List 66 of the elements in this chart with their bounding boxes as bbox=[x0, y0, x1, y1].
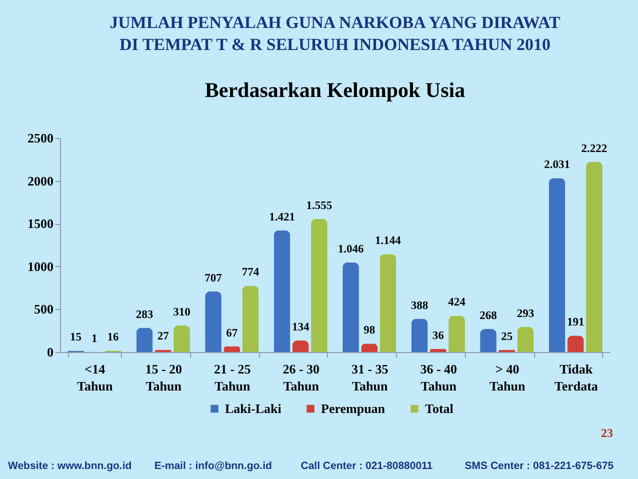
x-tick-label: 31 - 35 Tahun bbox=[351, 362, 389, 394]
text: E-mail : info@bnn.go.id bbox=[154, 460, 272, 472]
data-label: 2.222 bbox=[581, 142, 608, 155]
y-tick-label: 0 bbox=[47, 344, 54, 360]
data-label: 1.421 bbox=[269, 211, 296, 224]
chart-subtitle: Berdasarkan Kelompok Usia bbox=[204, 78, 466, 102]
bar bbox=[567, 336, 584, 352]
data-label: 1.144 bbox=[375, 235, 402, 248]
bar bbox=[274, 230, 290, 352]
y-tick-label: 1500 bbox=[28, 216, 54, 232]
bar bbox=[380, 254, 396, 352]
legend-label: Laki-Laki bbox=[225, 400, 282, 416]
bar bbox=[480, 329, 496, 352]
data-label: 67 bbox=[226, 327, 238, 340]
text: SMS Center : 081-221-675-675 bbox=[464, 460, 614, 472]
bar bbox=[586, 162, 602, 352]
data-label: 774 bbox=[242, 266, 260, 279]
bar bbox=[411, 318, 428, 352]
data-label: 293 bbox=[516, 308, 534, 320]
data-label: 1.555 bbox=[306, 200, 332, 212]
bar bbox=[292, 340, 309, 352]
x-tick-label: Tidak Terdata bbox=[554, 362, 598, 394]
data-label: 98 bbox=[364, 324, 376, 337]
data-label: 25 bbox=[501, 330, 513, 343]
data-label: 36 bbox=[432, 330, 444, 342]
bar bbox=[205, 291, 222, 352]
x-tick-label: > 40 Tahun bbox=[490, 362, 526, 394]
bar bbox=[174, 325, 190, 352]
chart-title: JUMLAH PENYALAH GUNA NARKOBA YANG DIRAWAT DI TEMPAT T & R SELURUH INDONESIA TAHUN 2010 bbox=[110, 13, 562, 54]
data-label: 283 bbox=[136, 308, 154, 321]
x-tick-label: 15 - 20 Tahun bbox=[145, 362, 182, 394]
legend-label: Perempuan bbox=[321, 400, 386, 416]
x-tick-label: 21 - 25 Tahun bbox=[214, 362, 252, 394]
bar bbox=[311, 218, 328, 352]
data-label: 16 bbox=[107, 332, 119, 344]
data-label: 15 bbox=[70, 332, 82, 344]
data-label: 310 bbox=[173, 306, 191, 318]
data-label: 1 bbox=[92, 332, 98, 345]
x-tick-label: 36 - 40 Tahun bbox=[420, 362, 458, 394]
bar bbox=[517, 326, 534, 352]
text: Call Center : 021-80880011 bbox=[300, 460, 433, 472]
y-tick-label: 1000 bbox=[28, 258, 54, 274]
data-label: 268 bbox=[480, 310, 498, 322]
bar bbox=[430, 348, 446, 352]
bar bbox=[136, 328, 153, 352]
bar bbox=[548, 178, 566, 352]
bar bbox=[242, 286, 259, 352]
y-tick-label: 2000 bbox=[28, 173, 54, 188]
text: Website : www.bnn.go.id bbox=[8, 460, 132, 472]
data-label: 1.046 bbox=[338, 243, 364, 256]
x-tick-label: <14 Tahun bbox=[77, 362, 114, 394]
data-label: 134 bbox=[292, 322, 310, 334]
legend-label: Total bbox=[425, 400, 454, 416]
bar bbox=[342, 262, 359, 352]
bar bbox=[448, 316, 465, 352]
y-tick-label: 500 bbox=[34, 302, 54, 317]
data-label: 388 bbox=[410, 300, 428, 312]
bar bbox=[224, 346, 240, 352]
text: 23 bbox=[601, 426, 613, 440]
data-label: 2.031 bbox=[544, 159, 570, 172]
data-label: 191 bbox=[567, 316, 584, 329]
y-tick-label: 2500 bbox=[28, 130, 54, 146]
data-label: 27 bbox=[157, 330, 170, 343]
x-tick-label: 26 - 30 Tahun bbox=[282, 362, 320, 394]
data-label: 707 bbox=[204, 272, 222, 284]
data-label: 424 bbox=[448, 296, 466, 309]
